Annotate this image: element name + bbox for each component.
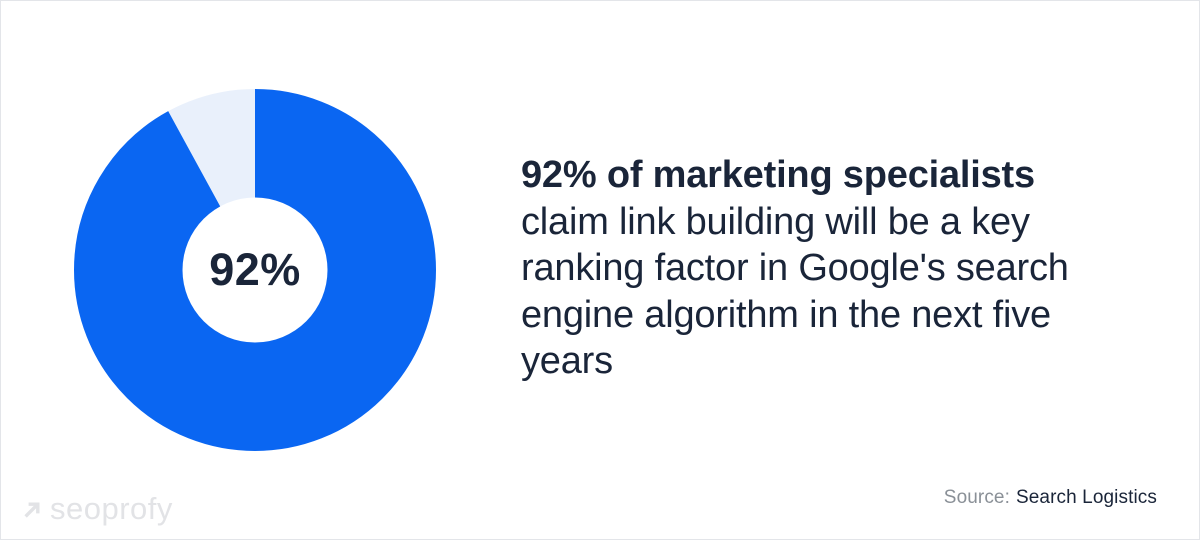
donut-ring-value	[74, 89, 436, 451]
statement-line: years	[521, 340, 613, 382]
logo-text: seoprofy	[50, 491, 173, 526]
statement-line: ranking factor in Google's search	[521, 247, 1069, 289]
source-label: Source:	[943, 487, 1010, 508]
source-value: Search Logistics	[1015, 487, 1157, 508]
statement-headline: 92% of marketing specialists	[521, 154, 1035, 196]
donut-hole	[182, 197, 328, 343]
statement-line: claim link building will be a key	[521, 200, 1030, 243]
arrow-up-right-icon	[24, 502, 40, 518]
donut-svg	[74, 89, 436, 451]
donut-chart: 92%	[74, 89, 436, 451]
seoprofy-logo: seoprofy	[23, 491, 173, 527]
source: Source: Search Logistics	[944, 487, 1157, 509]
statement-line: engine algorithm in the next five	[521, 293, 1051, 336]
donut-center-label: 92%	[209, 244, 301, 295]
statement: 92% of marketing specialists claim link …	[521, 152, 1069, 385]
